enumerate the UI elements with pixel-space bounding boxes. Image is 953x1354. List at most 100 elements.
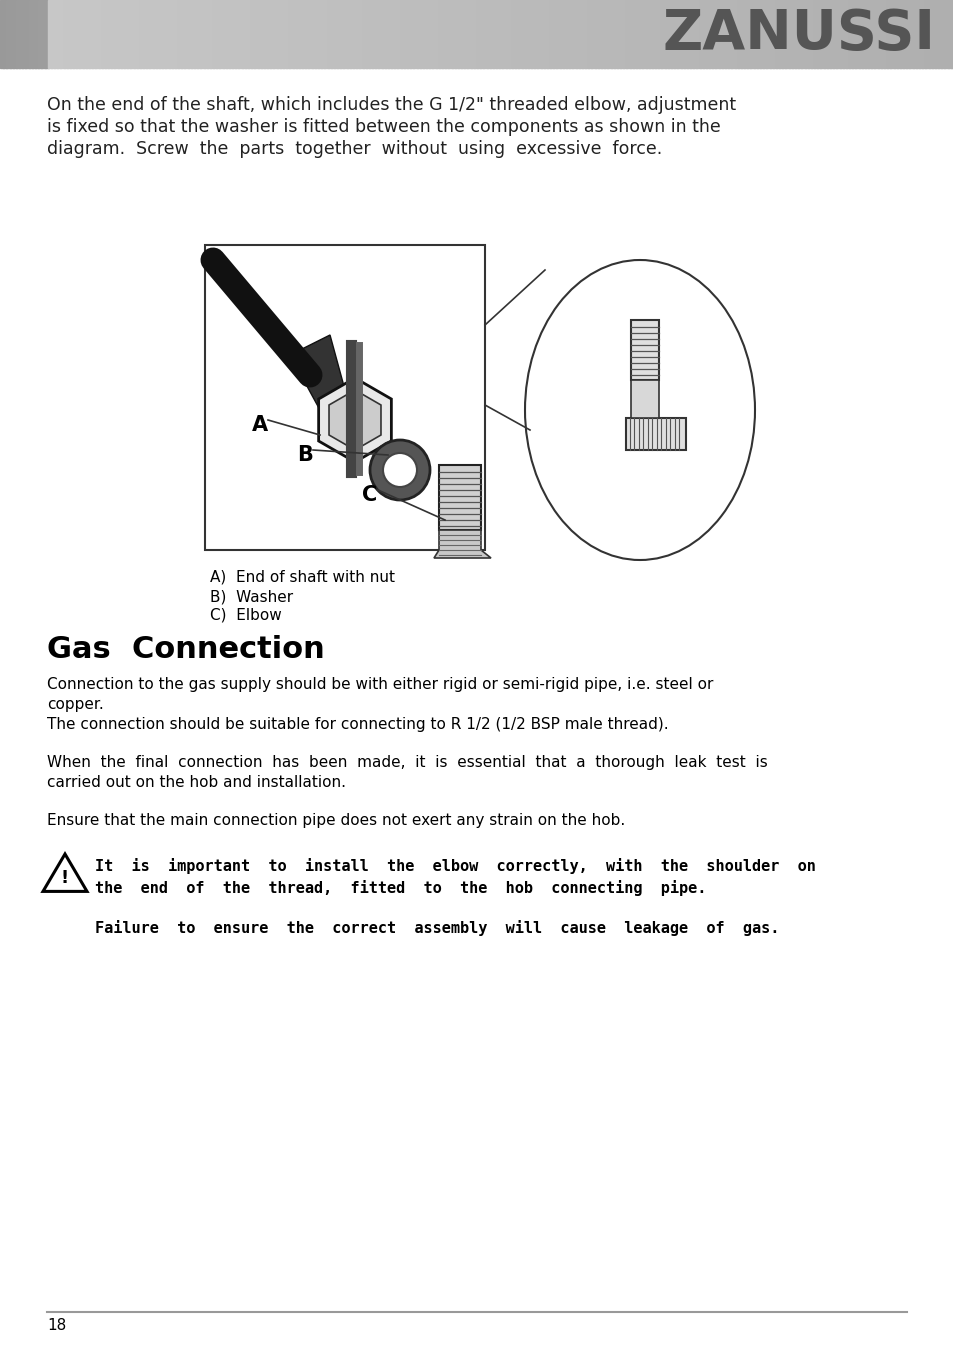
Bar: [451, 0, 456, 68]
Bar: [422, 0, 427, 68]
Bar: [159, 0, 163, 68]
Bar: [403, 0, 408, 68]
Bar: [86, 0, 90, 68]
Bar: [731, 0, 735, 68]
Bar: [70, 0, 74, 68]
Bar: [378, 0, 382, 68]
Bar: [279, 0, 284, 68]
Bar: [588, 0, 592, 68]
Bar: [429, 0, 433, 68]
Bar: [781, 0, 785, 68]
Bar: [7, 0, 10, 68]
Bar: [801, 0, 804, 68]
Bar: [553, 0, 557, 68]
Text: the  end  of  the  thread,  fitted  to  the  hob  connecting  pipe.: the end of the thread, fitted to the hob…: [95, 880, 705, 896]
Bar: [746, 0, 751, 68]
Bar: [946, 0, 951, 68]
Bar: [880, 0, 884, 68]
Bar: [388, 0, 392, 68]
Bar: [667, 0, 671, 68]
Bar: [524, 0, 528, 68]
Polygon shape: [434, 529, 491, 558]
Bar: [810, 0, 814, 68]
Bar: [679, 0, 684, 68]
Bar: [29, 0, 32, 68]
Bar: [743, 0, 747, 68]
Text: C: C: [362, 485, 377, 505]
Text: When  the  final  connection  has  been  made,  it  is  essential  that  a  thor: When the final connection has been made,…: [47, 756, 767, 770]
Bar: [886, 0, 890, 68]
Bar: [0, 0, 4, 68]
Bar: [493, 0, 497, 68]
Bar: [813, 0, 818, 68]
Bar: [48, 0, 51, 68]
Bar: [924, 0, 928, 68]
Bar: [112, 0, 115, 68]
Bar: [391, 0, 395, 68]
Bar: [432, 0, 436, 68]
Bar: [543, 0, 547, 68]
Bar: [178, 0, 182, 68]
Bar: [670, 0, 675, 68]
Bar: [219, 0, 223, 68]
Bar: [150, 0, 153, 68]
Bar: [674, 0, 678, 68]
Bar: [207, 0, 211, 68]
Bar: [76, 0, 80, 68]
Bar: [693, 0, 697, 68]
Bar: [181, 0, 185, 68]
Bar: [927, 0, 932, 68]
Bar: [820, 0, 823, 68]
Bar: [765, 0, 770, 68]
Bar: [295, 0, 299, 68]
Bar: [905, 0, 909, 68]
Bar: [114, 0, 118, 68]
Bar: [756, 0, 760, 68]
Bar: [286, 0, 290, 68]
Bar: [479, 0, 484, 68]
Bar: [200, 0, 204, 68]
Bar: [476, 0, 480, 68]
Bar: [350, 0, 354, 68]
Circle shape: [382, 454, 416, 487]
Bar: [867, 0, 871, 68]
Bar: [3, 0, 8, 68]
Bar: [696, 0, 700, 68]
Bar: [584, 0, 589, 68]
Text: !: !: [61, 869, 69, 887]
Bar: [550, 0, 554, 68]
Bar: [289, 0, 294, 68]
Bar: [191, 0, 194, 68]
Bar: [257, 0, 261, 68]
Bar: [658, 0, 661, 68]
Bar: [740, 0, 744, 68]
Bar: [16, 0, 20, 68]
Bar: [136, 0, 141, 68]
Bar: [632, 0, 637, 68]
Bar: [864, 0, 868, 68]
Bar: [346, 0, 351, 68]
Bar: [791, 0, 795, 68]
Bar: [762, 0, 766, 68]
Bar: [626, 0, 630, 68]
Bar: [918, 0, 923, 68]
Bar: [314, 0, 318, 68]
Bar: [238, 0, 242, 68]
Bar: [727, 0, 732, 68]
Bar: [718, 0, 722, 68]
Bar: [950, 0, 953, 68]
Bar: [241, 0, 246, 68]
Bar: [537, 0, 541, 68]
Bar: [105, 0, 109, 68]
Bar: [92, 0, 96, 68]
Bar: [321, 0, 325, 68]
Bar: [416, 0, 420, 68]
Bar: [855, 0, 859, 68]
Bar: [441, 0, 446, 68]
Bar: [603, 0, 608, 68]
Bar: [912, 0, 916, 68]
Bar: [708, 0, 713, 68]
Bar: [505, 0, 509, 68]
Bar: [832, 0, 837, 68]
Bar: [489, 0, 494, 68]
